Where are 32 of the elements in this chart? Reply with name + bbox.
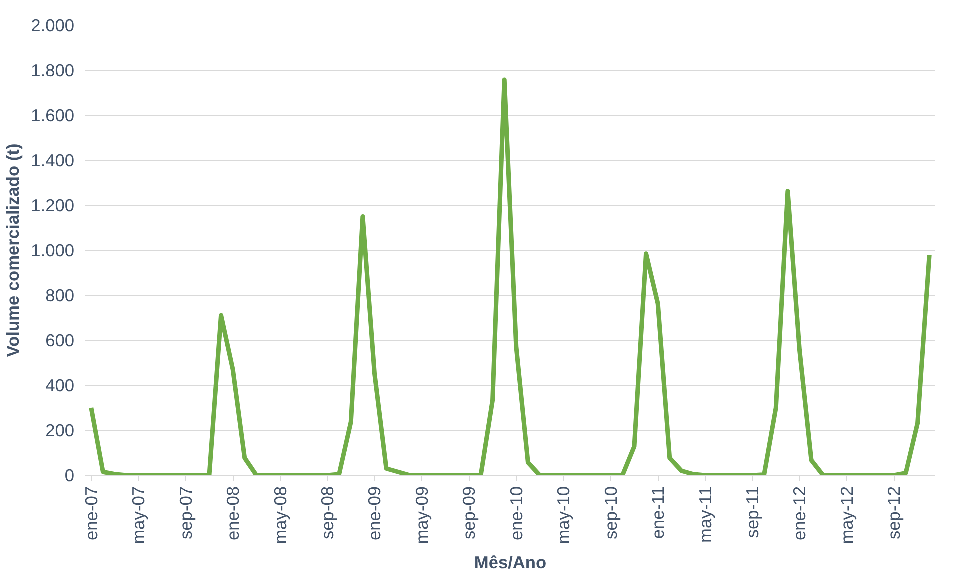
y-tick-label: 1.400 [31,150,75,170]
x-tick-label: sep-07 [176,486,196,540]
x-tick-label: ene-11 [648,486,668,540]
x-tick-label: may-09 [412,486,432,544]
y-tick-label: 1.800 [31,60,75,80]
x-tick-label: sep-08 [318,486,338,540]
y-tick-label: 1.600 [31,106,75,126]
y-tick-label: 2.000 [31,16,75,36]
x-tick-label: sep-11 [742,486,763,538]
x-tick-label: may-12 [836,486,857,544]
y-tick-label: 1.000 [31,240,75,260]
x-tick-label: ene-12 [790,486,810,540]
x-axis-title: Mês/Ano [474,552,547,572]
y-tick-label: 0 [64,466,75,486]
x-tick-label: ene-09 [364,486,385,540]
x-tick-label: may-08 [270,486,290,544]
x-tick-label: sep-12 [884,486,904,540]
y-axis-title: Volume comercializado (t) [3,144,24,358]
x-tick-label: may-11 [695,486,716,543]
y-tick-label: 800 [46,286,75,306]
x-tick-label: sep-10 [600,486,621,540]
x-tick-label: ene-10 [506,486,526,540]
x-tick-label: sep-09 [459,486,480,540]
y-tick-label: 600 [46,330,75,350]
x-tick-label: ene-08 [223,486,244,540]
x-tick-label: may-07 [128,486,149,544]
x-tick-label: ene-07 [81,486,102,540]
y-tick-label: 200 [46,420,75,440]
y-tick-label: 1.200 [31,196,75,216]
x-tick-label: may-10 [554,486,574,544]
line-series [89,78,932,476]
y-tick-label: 400 [46,376,75,396]
